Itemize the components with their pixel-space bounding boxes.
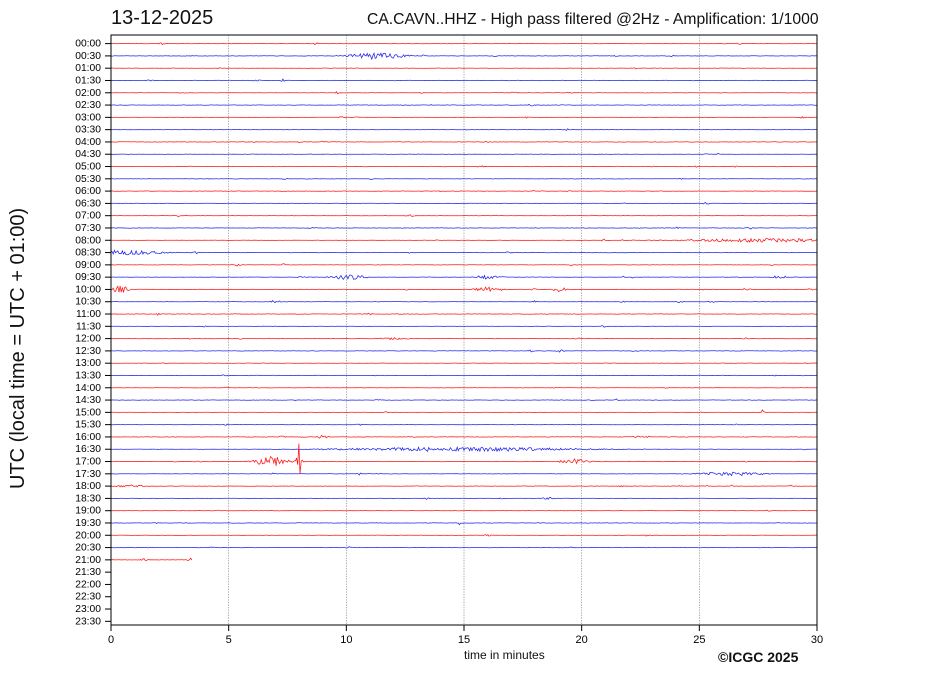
svg-text:07:30: 07:30 [75, 223, 101, 234]
svg-text:04:30: 04:30 [75, 149, 101, 160]
svg-text:21:00: 21:00 [75, 555, 101, 566]
svg-text:18:30: 18:30 [75, 493, 101, 504]
svg-text:03:00: 03:00 [75, 112, 101, 123]
svg-text:5: 5 [226, 634, 232, 646]
svg-text:15:00: 15:00 [75, 407, 101, 418]
svg-text:10:30: 10:30 [75, 297, 101, 308]
svg-text:11:00: 11:00 [76, 309, 101, 320]
svg-text:06:00: 06:00 [75, 186, 101, 197]
svg-text:20: 20 [576, 634, 588, 646]
svg-text:09:00: 09:00 [75, 260, 101, 271]
svg-text:14:00: 14:00 [75, 383, 101, 394]
svg-text:0: 0 [108, 634, 114, 646]
svg-text:15:30: 15:30 [75, 420, 101, 431]
svg-text:21:30: 21:30 [75, 567, 101, 578]
svg-text:22:00: 22:00 [75, 579, 101, 590]
svg-text:19:00: 19:00 [75, 506, 101, 517]
svg-text:06:30: 06:30 [75, 198, 101, 209]
svg-text:07:00: 07:00 [75, 211, 101, 222]
svg-text:05:00: 05:00 [75, 162, 101, 173]
svg-text:10: 10 [340, 634, 352, 646]
svg-text:11:30: 11:30 [76, 321, 101, 332]
svg-text:10:00: 10:00 [75, 284, 101, 295]
svg-text:01:30: 01:30 [75, 75, 101, 86]
svg-text:09:30: 09:30 [75, 272, 101, 283]
svg-text:17:00: 17:00 [75, 457, 101, 468]
svg-text:00:30: 00:30 [75, 51, 101, 62]
svg-text:02:00: 02:00 [75, 88, 101, 99]
svg-text:16:00: 16:00 [75, 432, 101, 443]
svg-text:30: 30 [811, 634, 823, 646]
svg-text:20:00: 20:00 [75, 530, 101, 541]
svg-text:08:00: 08:00 [75, 235, 101, 246]
svg-text:13:30: 13:30 [75, 370, 101, 381]
svg-text:18:00: 18:00 [75, 481, 101, 492]
svg-text:04:00: 04:00 [75, 137, 101, 148]
svg-text:15: 15 [458, 634, 470, 646]
svg-text:13:00: 13:00 [75, 358, 101, 369]
svg-text:25: 25 [693, 634, 705, 646]
svg-text:19:30: 19:30 [75, 518, 101, 529]
svg-text:01:00: 01:00 [75, 63, 101, 74]
svg-text:23:00: 23:00 [75, 604, 101, 615]
svg-text:14:30: 14:30 [75, 395, 101, 406]
svg-text:08:30: 08:30 [75, 248, 101, 259]
svg-text:16:30: 16:30 [75, 444, 101, 455]
svg-text:03:30: 03:30 [75, 125, 101, 136]
svg-text:12:30: 12:30 [75, 346, 101, 357]
svg-text:23:30: 23:30 [75, 616, 101, 627]
svg-text:22:30: 22:30 [75, 592, 101, 603]
svg-text:20:30: 20:30 [75, 543, 101, 554]
svg-text:00:00: 00:00 [75, 39, 101, 50]
svg-text:05:30: 05:30 [75, 174, 101, 185]
svg-text:17:30: 17:30 [75, 469, 101, 480]
svg-text:12:00: 12:00 [75, 334, 101, 345]
svg-text:02:30: 02:30 [75, 100, 101, 111]
